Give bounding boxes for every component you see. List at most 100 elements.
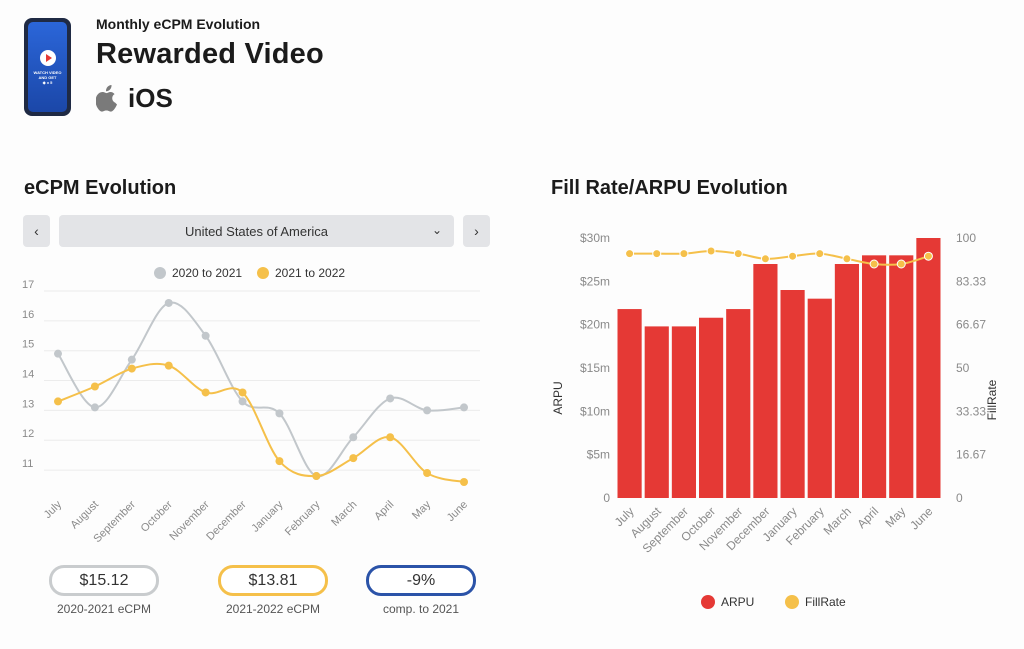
x-tick-label: March bbox=[329, 499, 359, 529]
data-point bbox=[238, 388, 247, 397]
y2-tick-label: 100 bbox=[956, 231, 976, 245]
data-point bbox=[423, 469, 432, 478]
platform-label: iOS bbox=[128, 83, 173, 113]
data-point bbox=[706, 246, 716, 256]
kpi-label-2021-2022: 2021-2022 eCPM bbox=[225, 602, 321, 616]
data-point bbox=[423, 406, 432, 415]
data-point bbox=[679, 249, 689, 259]
y-tick-label: 0 bbox=[603, 491, 610, 505]
legend-marker bbox=[154, 267, 166, 279]
bar bbox=[699, 317, 724, 498]
data-point bbox=[201, 388, 210, 397]
y2-tick-label: 33.33 bbox=[956, 404, 986, 418]
data-point bbox=[275, 457, 284, 466]
kpi-value: $15.12 bbox=[79, 571, 129, 589]
play-icon bbox=[39, 49, 56, 66]
y-tick-label: 17 bbox=[22, 279, 34, 291]
series-line bbox=[57, 301, 465, 478]
data-point bbox=[312, 472, 321, 481]
platform: iOS bbox=[96, 83, 173, 114]
x-tick-label: July bbox=[42, 498, 65, 521]
kpi-label-2020-2021: 2020-2021 eCPM bbox=[56, 602, 152, 616]
y2-tick-label: 0 bbox=[956, 491, 963, 505]
phone-caption-line1: WATCH VIDEO bbox=[33, 69, 62, 75]
fill-section-title: Fill Rate/ARPU Evolution bbox=[551, 177, 788, 199]
data-point bbox=[788, 251, 798, 261]
y-tick-label: $20m bbox=[580, 318, 610, 332]
bar bbox=[780, 290, 805, 498]
y-axis-label: ARPU bbox=[551, 381, 565, 414]
next-country-button[interactable]: › bbox=[463, 215, 490, 247]
legend-marker bbox=[257, 267, 269, 279]
chart-legend: 2020 to 2021 2021 to 2022 bbox=[154, 266, 345, 280]
x-tick-label: February bbox=[283, 498, 323, 538]
chevron-left-icon: ‹ bbox=[34, 223, 39, 239]
data-point bbox=[164, 298, 173, 307]
y-tick-label: 13 bbox=[22, 398, 34, 410]
legend-label: ARPU bbox=[721, 595, 754, 609]
y2-tick-label: 50 bbox=[956, 361, 970, 375]
y-tick-label: $30m bbox=[580, 231, 610, 245]
kpi-2020-2021-ecpm: $15.12 bbox=[49, 565, 159, 596]
x-tick-label: March bbox=[821, 504, 854, 537]
page-title: Rewarded Video bbox=[96, 38, 324, 70]
data-point bbox=[923, 251, 933, 261]
data-point bbox=[127, 355, 136, 364]
data-point bbox=[386, 433, 395, 442]
y-tick-label: 16 bbox=[22, 309, 34, 321]
apple-icon bbox=[96, 85, 117, 112]
prev-country-button[interactable]: ‹ bbox=[23, 215, 50, 247]
data-point bbox=[652, 249, 662, 259]
country-select[interactable]: United States of America ⌄ bbox=[59, 215, 454, 247]
data-point bbox=[349, 454, 358, 463]
bar bbox=[644, 326, 669, 498]
data-point bbox=[842, 254, 852, 264]
kpi-comparison: -9% bbox=[366, 565, 476, 596]
country-select-value: United States of America bbox=[184, 223, 329, 239]
bar bbox=[889, 255, 914, 498]
chevron-down-icon: ⌄ bbox=[431, 223, 442, 237]
x-tick-label: January bbox=[249, 498, 286, 535]
x-tick-label: October bbox=[139, 498, 175, 534]
legend-marker bbox=[701, 595, 715, 609]
data-point bbox=[201, 331, 210, 340]
y-tick-label: 12 bbox=[22, 428, 34, 440]
phone-caption-line2: AND GET bbox=[38, 74, 57, 80]
data-point bbox=[896, 259, 906, 269]
bar bbox=[916, 238, 941, 498]
data-point bbox=[164, 361, 173, 370]
phone-screen: WATCH VIDEO AND GET ◆ x 5 bbox=[28, 22, 67, 112]
bar bbox=[807, 298, 832, 498]
data-point bbox=[90, 403, 99, 412]
ecpm-section-title: eCPM Evolution bbox=[24, 177, 177, 199]
x-tick-label: August bbox=[68, 499, 101, 532]
kpi-label-comparison: comp. to 2021 bbox=[382, 602, 460, 616]
y2-axis-label: FillRate bbox=[985, 379, 999, 420]
bar bbox=[671, 326, 696, 498]
legend-label: 2021 to 2022 bbox=[275, 266, 345, 280]
kpi-value: $13.81 bbox=[248, 571, 298, 589]
data-point bbox=[733, 249, 743, 259]
x-tick-label: May bbox=[882, 504, 908, 530]
data-point bbox=[238, 397, 247, 406]
x-tick-label: June bbox=[907, 504, 936, 533]
bar bbox=[862, 255, 887, 498]
bar bbox=[617, 309, 642, 498]
legend-marker bbox=[785, 595, 799, 609]
data-point bbox=[869, 259, 879, 269]
chart-legend: ARPU FillRate bbox=[701, 595, 846, 609]
x-tick-label: June bbox=[445, 499, 470, 524]
y-tick-label: 11 bbox=[22, 458, 33, 470]
data-point bbox=[90, 382, 99, 391]
data-point bbox=[127, 364, 136, 373]
fill-rate-arpu-chart: 0 $5m $10m $15m $20m $25m $30m 0 16.67 33.33 50 66.… bbox=[551, 231, 999, 609]
data-point bbox=[460, 403, 468, 412]
data-point bbox=[275, 409, 284, 418]
bar bbox=[726, 309, 751, 498]
y-tick-label: 15 bbox=[22, 339, 34, 351]
chevron-right-icon: › bbox=[474, 223, 479, 239]
data-point bbox=[54, 397, 62, 406]
y-tick-label: $25m bbox=[580, 274, 610, 288]
x-tick-label: April bbox=[854, 504, 881, 531]
phone-illustration: WATCH VIDEO AND GET ◆ x 5 bbox=[24, 18, 71, 116]
